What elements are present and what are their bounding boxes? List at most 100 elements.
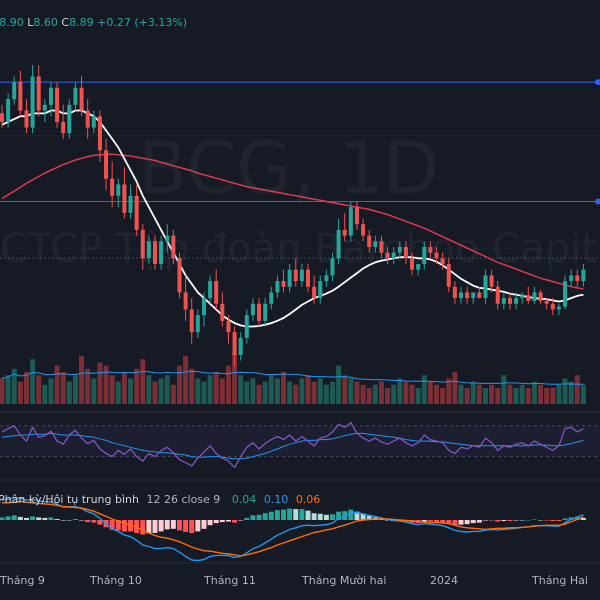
macd-hist-bar: [72, 518, 78, 520]
macd-hist-bar: [42, 517, 48, 520]
volume-bar: [170, 384, 176, 404]
macd-hist-bar: [495, 520, 501, 522]
ohlc-legend: H8.90 L8.60 C8.89 +0.27 (+3.13%): [0, 16, 187, 29]
level-handle: [595, 198, 600, 205]
volume-bar: [0, 378, 5, 404]
candle-body: [422, 246, 427, 264]
volume-bar: [489, 384, 495, 404]
macd-line-value: 0.10: [263, 493, 289, 506]
volume-bar: [11, 368, 17, 404]
candle-body: [6, 99, 11, 122]
macd-hist-bar: [244, 517, 250, 520]
candle-body: [67, 104, 72, 134]
candle-body: [318, 281, 323, 299]
volume-bar: [556, 384, 562, 404]
macd-hist-bar: [452, 520, 458, 526]
candle-body: [244, 315, 249, 338]
volume-bar: [562, 378, 568, 404]
volume-bar: [409, 384, 415, 404]
candle-body: [79, 87, 84, 111]
volume-bar: [146, 375, 152, 404]
signal-value: 0.06: [295, 493, 321, 506]
candle-body: [122, 184, 127, 213]
candle-body: [379, 241, 384, 253]
macd-hist-bar: [513, 520, 519, 521]
candle-body: [385, 252, 390, 259]
candle-body: [208, 281, 213, 299]
candle-body: [146, 241, 151, 259]
volume-bar: [128, 378, 134, 404]
volume-bar: [550, 388, 556, 404]
x-axis-label-feb: Tháng Hai: [532, 574, 588, 587]
volume-bar: [293, 384, 299, 404]
macd-hist-bar: [5, 516, 11, 520]
volume-bar: [225, 365, 231, 404]
macd-hist-bar: [121, 520, 127, 532]
macd-hist-bar: [556, 520, 562, 522]
volume-bar: [366, 388, 372, 404]
candle-body: [214, 281, 219, 304]
volume-bar: [531, 381, 537, 404]
macd-hist-bar: [421, 520, 427, 522]
candle-body: [299, 269, 304, 282]
candle-body: [410, 258, 415, 270]
candle-body: [153, 241, 157, 264]
macd-hist-bar: [17, 516, 23, 520]
macd-hist-bar: [268, 511, 274, 520]
candle-body: [361, 224, 366, 236]
macd-hist-bar: [580, 517, 586, 520]
macd-hist-bar: [36, 517, 42, 520]
candle-body: [97, 116, 102, 151]
macd-hist-bar: [501, 520, 507, 522]
volume-bar: [421, 375, 427, 404]
candle-body: [312, 286, 317, 299]
volume-bar: [244, 381, 250, 404]
macd-hist-bar: [317, 513, 323, 520]
volume-bar: [397, 378, 403, 404]
macd-hist-bar: [256, 514, 262, 520]
macd-hist-bar: [336, 511, 342, 520]
candle-body: [434, 252, 439, 259]
macd-hist-bar: [562, 518, 568, 520]
candle-body: [471, 292, 476, 299]
macd-hist-bar: [85, 520, 91, 523]
candle-body: [550, 303, 555, 310]
candle-body: [556, 306, 561, 310]
macd-hist-bar: [366, 515, 372, 520]
volume-bar: [342, 375, 348, 404]
candle-body: [532, 292, 537, 301]
candle-body: [220, 303, 225, 321]
candle-body: [324, 275, 329, 282]
level-handle: [595, 79, 600, 86]
macd-hist-bar: [458, 520, 464, 525]
macd-hist-bar: [507, 520, 513, 522]
candle-body: [489, 275, 494, 287]
macd-hist-bar: [97, 520, 103, 525]
macd-hist-bar: [213, 520, 219, 524]
volume-bar: [544, 388, 550, 404]
macd-hist-bar: [538, 520, 544, 521]
candle-body: [483, 275, 488, 299]
volume-bar: [66, 381, 72, 404]
macd-hist-bar: [164, 520, 170, 530]
volume-bar: [256, 384, 262, 404]
macd-hist-bar: [482, 520, 488, 521]
volume-bar: [281, 372, 287, 404]
volume-bar: [458, 384, 464, 404]
volume-bar: [513, 388, 519, 404]
macd-hist-bar: [293, 509, 299, 520]
volume-bar: [42, 384, 48, 404]
high-value: 8.90: [0, 16, 24, 29]
volume-bar: [176, 365, 182, 404]
candle-body: [336, 229, 341, 259]
candle-body: [287, 269, 292, 287]
macd-hist-bar: [23, 517, 29, 520]
volume-bar: [452, 372, 458, 404]
volume-bar: [140, 359, 146, 404]
candle-body: [128, 195, 133, 213]
macd-hist-bar: [544, 520, 550, 521]
macd-hist-bar: [476, 520, 482, 523]
volume-bar: [568, 381, 574, 404]
macd-legend[interactable]: Phân kỳ/Hội tụ trung bình 12 26 close 9 …: [0, 493, 320, 506]
